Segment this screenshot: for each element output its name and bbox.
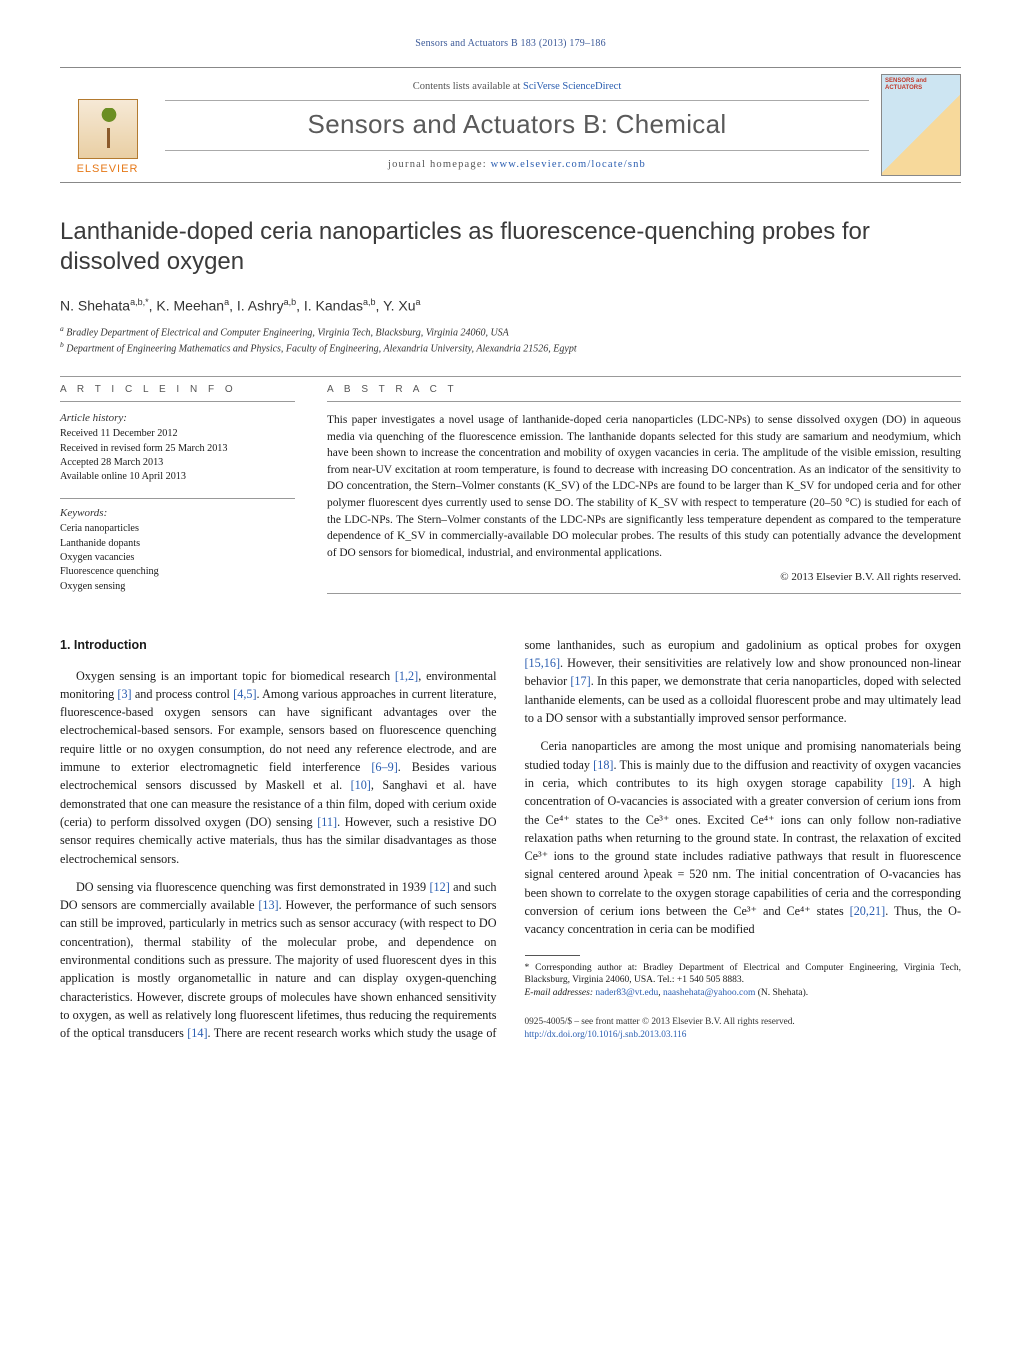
citation-link[interactable]: [14] [187,1026,207,1040]
article-info-column: A R T I C L E I N F O Article history: R… [60,381,295,608]
keyword: Oxygen vacancies [60,551,295,565]
publisher-name: ELSEVIER [77,163,139,175]
abstract-text: This paper investigates a novel usage of… [327,412,961,561]
keywords-block: Keywords: Ceria nanoparticles Lanthanide… [60,498,295,593]
keyword: Ceria nanoparticles [60,522,295,536]
text-run: and process control [132,687,234,701]
footnote-rule [525,955,580,956]
citation-link[interactable]: [13] [258,898,278,912]
history-line: Available online 10 April 2013 [60,470,295,484]
keyword: Lanthanide dopants [60,537,295,551]
authors-line: N. Shehataa,b,*, K. Meehana, I. Ashrya,b… [60,297,961,314]
citation-link[interactable]: [6–9] [371,760,397,774]
journal-cover-thumbnail: SENSORS and ACTUATORS [881,74,961,176]
abstract-label: A B S T R A C T [327,381,961,402]
sciencedirect-link[interactable]: SciVerse ScienceDirect [523,81,621,92]
article-info-label: A R T I C L E I N F O [60,381,295,402]
cover-caption: SENSORS and ACTUATORS [882,75,960,91]
text-run: . In this paper, we demonstrate that cer… [525,674,962,725]
history-line: Received in revised form 25 March 2013 [60,442,295,456]
citation-link[interactable]: [17] [570,674,590,688]
citation-link[interactable]: [20,21] [850,904,886,918]
keyword: Oxygen sensing [60,580,295,594]
author-affil-marks: a [224,297,229,307]
running-header: Sensors and Actuators B 183 (2013) 179–1… [60,38,961,49]
author-affil-marks: a [416,297,421,307]
abstract-column: A B S T R A C T This paper investigates … [327,381,961,608]
body-paragraph: Oxygen sensing is an important topic for… [60,667,497,868]
text-run: Oxygen sensing is an important topic for… [76,669,395,683]
corresponding-author-footnote: * Corresponding author at: Bradley Depar… [525,962,962,1000]
author: Y. Xu [383,298,415,314]
section-heading: 1. Introduction [60,636,497,655]
contents-available-line: Contents lists available at SciVerse Sci… [165,81,869,101]
email-link[interactable]: naashehata@yahoo.com [663,988,755,998]
author: N. Shehata [60,298,130,314]
citation-link[interactable]: [10] [351,778,371,792]
author: K. Meehan [156,298,224,314]
history-label: Article history: [60,412,295,424]
history-line: Received 11 December 2012 [60,427,295,441]
journal-homepage-link[interactable]: www.elsevier.com/locate/snb [491,159,646,170]
doi-link[interactable]: http://dx.doi.org/10.1016/j.snb.2013.03.… [525,1030,687,1040]
article-history-block: Article history: Received 11 December 20… [60,412,295,484]
copyright-line: © 2013 Elsevier B.V. All rights reserved… [327,571,961,594]
keywords-label: Keywords: [60,507,295,519]
citation-link[interactable]: [3] [117,687,131,701]
author: I. Ashry [237,298,284,314]
affiliations: a Bradley Department of Electrical and C… [60,324,961,357]
homepage-label: journal homepage: [388,159,491,170]
avail-prefix: Contents lists available at [413,81,523,92]
publisher-logo: ELSEVIER [60,75,155,175]
author: I. Kandas [304,298,363,314]
front-matter-line: 0925-4005/$ – see front matter © 2013 El… [525,1016,962,1029]
journal-homepage-line: journal homepage: www.elsevier.com/locat… [165,150,869,170]
doi-block: 0925-4005/$ – see front matter © 2013 El… [525,1016,962,1041]
history-line: Accepted 28 March 2013 [60,456,295,470]
citation-link[interactable]: [1,2] [395,669,418,683]
citation-link[interactable]: [11] [317,815,337,829]
citation-link[interactable]: [12] [429,880,449,894]
citation-link[interactable]: [15,16] [525,656,561,670]
text-run: (N. Shehata). [755,988,808,998]
citation-link[interactable]: [18] [593,758,613,772]
citation-link[interactable]: [4,5] [233,687,256,701]
citation-link[interactable]: [19] [892,776,912,790]
body-paragraph: Ceria nanoparticles are among the most u… [525,737,962,938]
affiliation-b: b Department of Engineering Mathematics … [60,340,961,356]
author-affil-marks: a,b [363,297,376,307]
body-two-column: 1. Introduction Oxygen sensing is an imp… [60,636,961,1043]
footnote-corr: * Corresponding author at: Bradley Depar… [525,962,962,988]
email-label: E-mail addresses: [525,988,596,998]
article-title: Lanthanide-doped ceria nanoparticles as … [60,217,961,277]
keyword: Fluorescence quenching [60,565,295,579]
corresponding-mark: * [145,297,149,307]
author-affil-marks: a,b [284,297,297,307]
author-affil-marks: a,b, [130,297,145,307]
email-link[interactable]: nader83@vt.edu [595,988,658,998]
text-run: . A high concentration of O-vacancies is… [525,776,962,918]
journal-name: Sensors and Actuators B: Chemical [165,109,869,140]
footnote-email-line: E-mail addresses: nader83@vt.edu, naashe… [525,987,962,1000]
journal-masthead: ELSEVIER Contents lists available at Sci… [60,67,961,183]
elsevier-tree-icon [78,99,138,159]
text-run: . However, the performance of such senso… [60,898,497,1040]
affiliation-a: a Bradley Department of Electrical and C… [60,324,961,340]
text-run: DO sensing via fluorescence quenching wa… [76,880,429,894]
